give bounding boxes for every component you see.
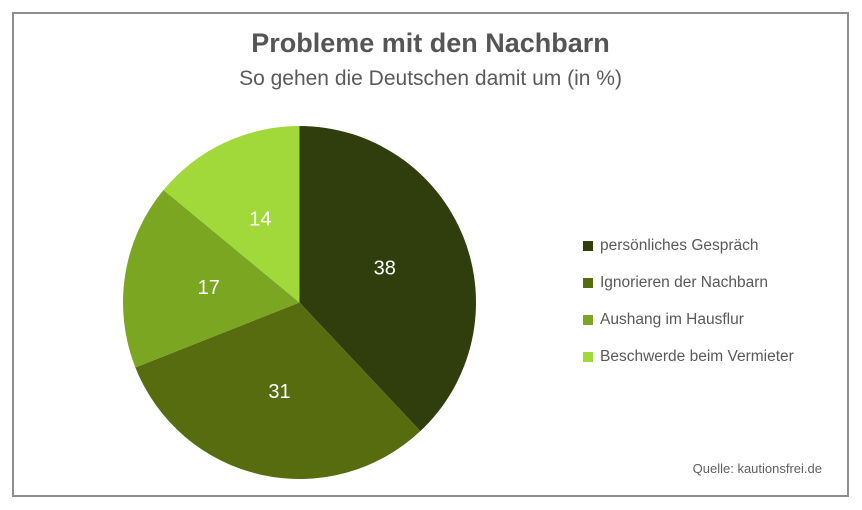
chart-subtitle: So gehen die Deutschen damit um (in %) <box>239 67 622 90</box>
pie-slice-2 <box>122 189 300 368</box>
page-title: Probleme mit den Nachbarn <box>251 28 610 58</box>
legend: persönliches Gespräch Ignorieren der Nach… <box>583 234 794 382</box>
legend-item: Beschwerde beim Vermieter <box>583 345 794 368</box>
legend-label: Aushang im Hausflur <box>600 310 744 328</box>
legend-item: Aushang im Hausflur <box>583 308 794 331</box>
legend-label: Beschwerde beim Vermieter <box>600 347 794 365</box>
slice-value-label: 17 <box>198 277 220 299</box>
legend-color-swatch <box>583 277 593 288</box>
source-attribution: Quelle: kautionsfrei.de <box>692 461 822 476</box>
legend-label: persönliches Gespräch <box>600 236 759 254</box>
legend-label: Ignorieren der Nachbarn <box>600 273 769 291</box>
legend-color-swatch <box>583 351 593 362</box>
pie-slice-1 <box>135 302 421 479</box>
chart-header: Probleme mit den Nachbarn So gehen die D… <box>12 26 849 92</box>
pie-slice-3 <box>163 126 300 303</box>
legend-item: persönliches Gespräch <box>583 234 794 257</box>
pie-slice-0 <box>299 126 476 432</box>
legend-color-swatch <box>583 314 593 325</box>
slice-value-label: 31 <box>268 381 290 403</box>
pie-chart-area: 38 31 17 14 <box>121 124 478 481</box>
legend-color-swatch <box>583 240 593 251</box>
pie-chart: 38 31 17 14 <box>122 126 476 479</box>
slice-value-label: 38 <box>374 258 396 280</box>
slice-value-label: 14 <box>249 209 271 231</box>
legend-item: Ignorieren der Nachbarn <box>583 271 794 294</box>
